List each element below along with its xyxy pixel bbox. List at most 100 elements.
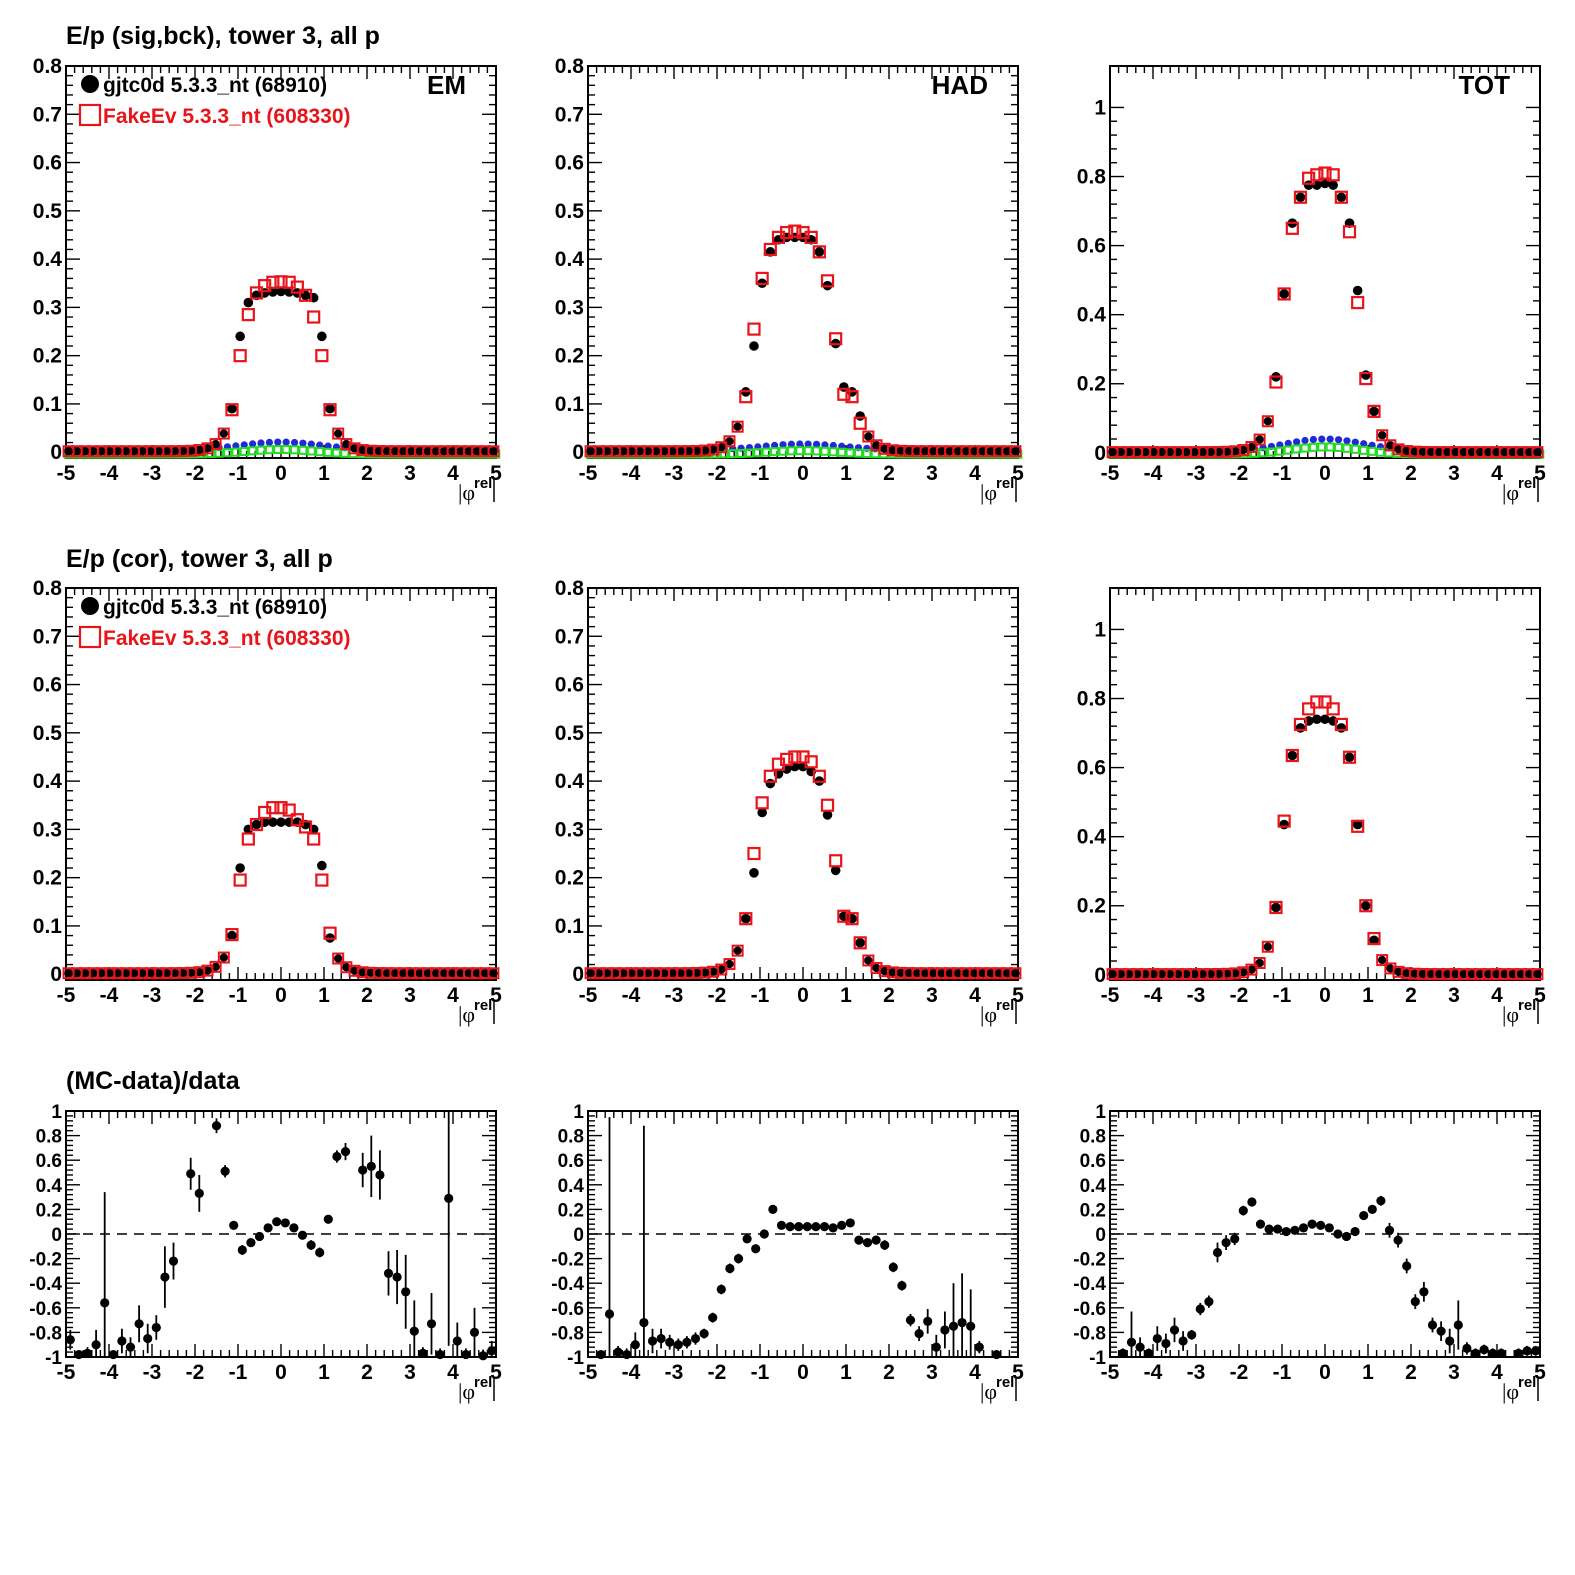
x-tick-label: -1 bbox=[751, 462, 770, 485]
data-point bbox=[1492, 447, 1501, 457]
data-point bbox=[1427, 969, 1436, 979]
data-point bbox=[1386, 964, 1395, 973]
data-point bbox=[154, 969, 163, 978]
bck-green-point bbox=[837, 447, 847, 457]
x-tick-label: -2 bbox=[1230, 462, 1249, 485]
data-point bbox=[1230, 447, 1240, 456]
bck-blue-point bbox=[307, 440, 315, 448]
ratio-point bbox=[229, 1220, 239, 1230]
data-point bbox=[317, 860, 327, 871]
x-tick-label: -2 bbox=[186, 984, 205, 1007]
data-point bbox=[978, 969, 987, 978]
bck-blue-point bbox=[821, 441, 829, 449]
ratio-point bbox=[1462, 1343, 1472, 1353]
y-tick-label: 0.7 bbox=[555, 625, 584, 648]
x-axis-label-sup: rel bbox=[1518, 475, 1536, 492]
bck-blue-point bbox=[779, 441, 787, 449]
ratio-point bbox=[452, 1336, 462, 1346]
data-point bbox=[1451, 447, 1460, 457]
bck-green-point bbox=[1317, 442, 1327, 452]
y-tick-label: -0.4 bbox=[29, 1274, 62, 1295]
x-tick-label: 4 bbox=[447, 1361, 459, 1384]
data-point bbox=[1116, 447, 1125, 457]
mc-point bbox=[266, 801, 280, 815]
mc-point bbox=[249, 286, 264, 300]
data-point bbox=[1476, 447, 1485, 457]
y-tick-label: 0 bbox=[572, 441, 584, 464]
mc-point bbox=[804, 230, 818, 244]
x-tick-label: -5 bbox=[57, 462, 76, 485]
data-point bbox=[1467, 447, 1477, 457]
data-point bbox=[1484, 447, 1493, 457]
data-point bbox=[423, 447, 433, 456]
data-point bbox=[610, 969, 620, 978]
y-tick-label: 0.2 bbox=[1077, 373, 1106, 396]
bck-blue-point bbox=[1351, 438, 1359, 446]
ratio-point bbox=[134, 1319, 144, 1329]
mc-point bbox=[584, 445, 597, 458]
bck-green-point bbox=[1359, 445, 1369, 455]
x-tick-label: -3 bbox=[143, 1361, 162, 1384]
x-tick-label: 0 bbox=[275, 984, 287, 1007]
x-tick-label: -5 bbox=[579, 984, 598, 1007]
bck-blue-point bbox=[1293, 438, 1301, 446]
ratio-point bbox=[776, 1220, 787, 1230]
data-point bbox=[154, 447, 163, 456]
data-point bbox=[1394, 445, 1403, 454]
data-point bbox=[64, 447, 73, 456]
ratio-point bbox=[690, 1333, 701, 1344]
mc-point bbox=[1302, 171, 1316, 185]
data-point bbox=[432, 969, 441, 978]
mc-point bbox=[870, 962, 883, 975]
data-point bbox=[937, 969, 947, 978]
data-point bbox=[1157, 969, 1166, 979]
legend-label: gjtc0d 5.3.3_nt (68910) bbox=[103, 74, 327, 97]
bck-blue-point bbox=[249, 440, 257, 448]
ratio-point bbox=[639, 1317, 649, 1328]
x-tick-label: 1 bbox=[318, 462, 330, 485]
x-tick-label: 3 bbox=[1448, 984, 1460, 1007]
mc-point bbox=[788, 750, 802, 764]
ratio-point bbox=[725, 1263, 735, 1274]
x-tick-label: 1 bbox=[1362, 462, 1374, 485]
bck-green-point bbox=[1334, 442, 1344, 452]
x-tick-label: -3 bbox=[1187, 462, 1206, 485]
data-point bbox=[1181, 969, 1191, 979]
data-point bbox=[586, 969, 595, 978]
x-tick-label: 0 bbox=[1319, 984, 1331, 1007]
mc-point bbox=[747, 846, 761, 861]
data-point bbox=[374, 446, 384, 456]
data-point bbox=[129, 969, 139, 978]
mc-point bbox=[282, 803, 296, 817]
data-point bbox=[243, 297, 254, 308]
bck-blue-point bbox=[1309, 435, 1317, 444]
ratio-point bbox=[845, 1218, 855, 1228]
data-point bbox=[1271, 902, 1281, 913]
x-tick-label: 5 bbox=[1012, 462, 1024, 485]
mc-point bbox=[780, 752, 794, 766]
x-tick-label: 2 bbox=[883, 1361, 895, 1384]
data-point bbox=[659, 447, 669, 456]
y-tick-label: 0.4 bbox=[1077, 304, 1107, 327]
x-tick-label: -3 bbox=[143, 462, 162, 485]
data-point bbox=[415, 969, 425, 978]
ratio-point bbox=[837, 1220, 847, 1230]
mc-point bbox=[274, 275, 288, 289]
x-tick-label: -1 bbox=[751, 984, 770, 1007]
y-tick-label: 0.4 bbox=[555, 770, 585, 793]
bck-green-point bbox=[803, 446, 813, 456]
x-tick-label: -2 bbox=[708, 462, 727, 485]
data-point bbox=[651, 969, 661, 978]
ratio-point bbox=[478, 1351, 488, 1361]
mc-point bbox=[290, 280, 304, 294]
x-tick-label: -5 bbox=[1101, 984, 1120, 1007]
ratio-point bbox=[358, 1165, 368, 1175]
x-tick-label: -1 bbox=[229, 1361, 248, 1384]
data-point bbox=[725, 437, 734, 446]
data-point bbox=[1132, 447, 1142, 457]
data-point bbox=[358, 445, 367, 455]
x-tick-label: 4 bbox=[969, 1361, 981, 1384]
data-point bbox=[1230, 969, 1240, 978]
data-point bbox=[88, 969, 98, 978]
